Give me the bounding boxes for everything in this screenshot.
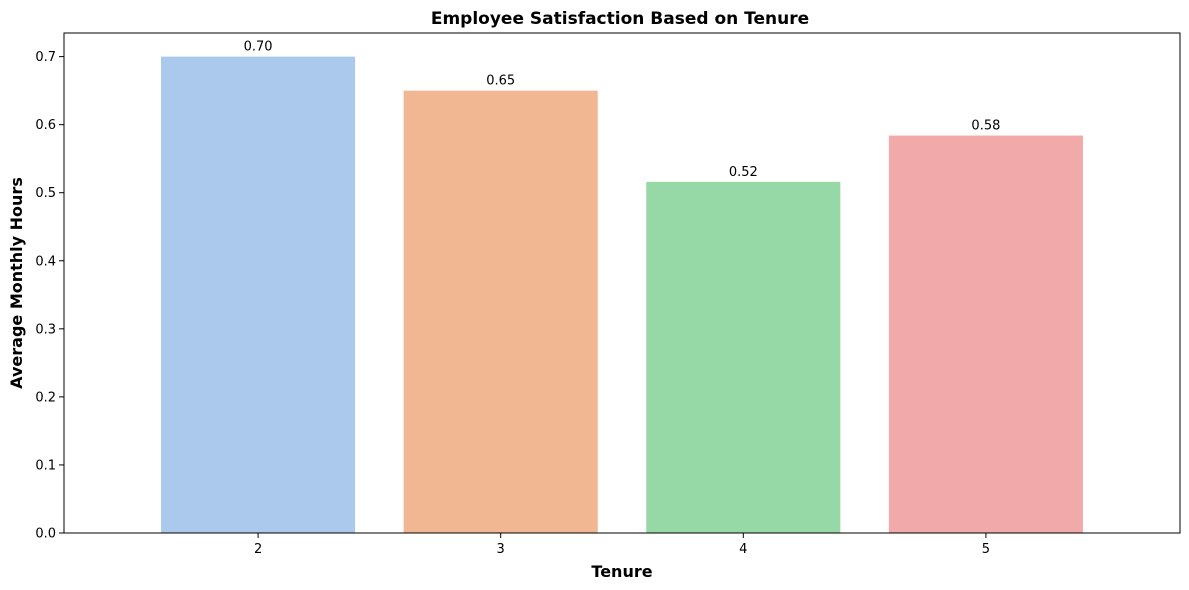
bar-value-label: 0.58 — [971, 119, 1000, 134]
bar-tenure-5 — [888, 135, 1083, 533]
y-axis-ticks: 0.0 0.1 0.2 0.3 0.4 0.5 0.6 0.7 — [35, 50, 64, 542]
bars-group — [161, 56, 1083, 534]
x-tick-label: 3 — [497, 542, 505, 557]
plot-area-frame — [63, 32, 1181, 534]
y-axis-label: Average Monthly Hours — [7, 177, 26, 389]
bar-value-label: 0.70 — [244, 40, 273, 55]
x-tick-label: 5 — [982, 542, 990, 557]
y-tick-label: 0.7 — [35, 50, 56, 65]
x-axis-label: Tenure — [591, 562, 652, 581]
y-tick-label: 0.1 — [35, 458, 56, 473]
bar-tenure-2 — [161, 56, 356, 533]
y-tick-label: 0.2 — [35, 390, 56, 405]
bar-tenure-3 — [403, 90, 598, 533]
bar-tenure-4 — [646, 181, 841, 534]
bar-value-label: 0.65 — [486, 74, 515, 89]
y-tick-label: 0.5 — [35, 186, 56, 201]
y-tick-label: 0.0 — [35, 527, 56, 542]
y-tick-label: 0.3 — [35, 322, 56, 337]
bar-value-label: 0.52 — [729, 165, 758, 180]
y-tick-label: 0.4 — [35, 254, 56, 269]
x-tick-label: 4 — [739, 542, 747, 557]
y-tick-label: 0.6 — [35, 118, 56, 133]
data-labels-group: 0.70 0.65 0.52 0.58 — [244, 40, 1001, 180]
x-tick-label: 2 — [254, 542, 262, 557]
x-axis-ticks: 2 3 4 5 — [254, 533, 990, 557]
chart-title: Employee Satisfaction Based on Tenure — [431, 9, 809, 29]
